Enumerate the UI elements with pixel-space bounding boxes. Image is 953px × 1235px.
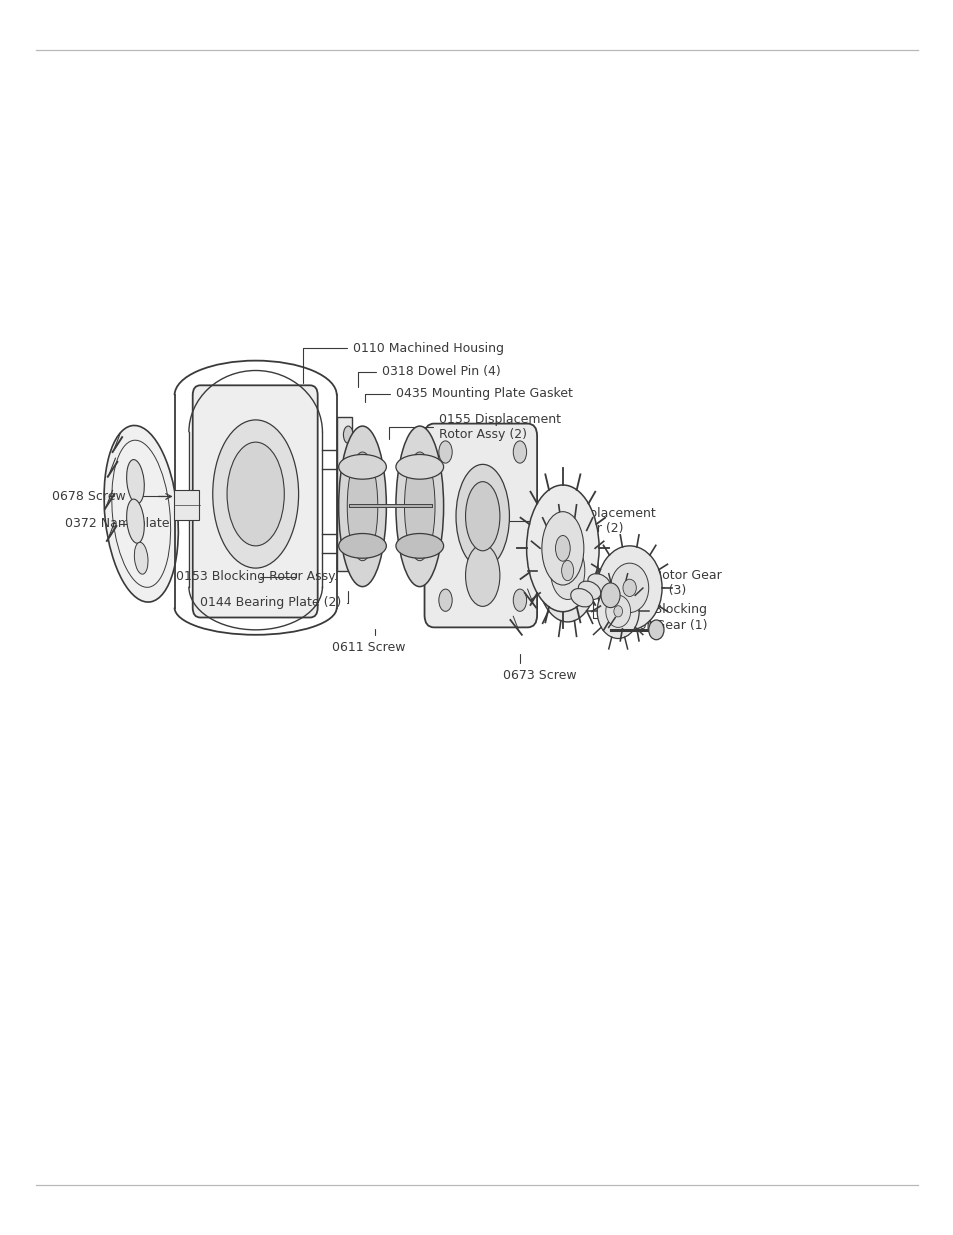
Ellipse shape <box>338 534 386 558</box>
Text: 0318 Dowel Pin (4): 0318 Dowel Pin (4) <box>357 366 499 388</box>
Ellipse shape <box>127 499 144 543</box>
Ellipse shape <box>587 574 610 592</box>
Ellipse shape <box>127 459 144 504</box>
Ellipse shape <box>465 482 499 551</box>
Ellipse shape <box>600 583 619 608</box>
Text: 0110 Machined Housing: 0110 Machined Housing <box>303 342 503 383</box>
Ellipse shape <box>404 452 435 561</box>
Ellipse shape <box>395 426 443 587</box>
Text: 0771 Rotor Gear
Washer (3): 0771 Rotor Gear Washer (3) <box>596 569 721 597</box>
Ellipse shape <box>395 534 443 558</box>
Ellipse shape <box>550 542 584 599</box>
Ellipse shape <box>605 595 630 627</box>
Ellipse shape <box>613 605 622 618</box>
Ellipse shape <box>513 589 526 611</box>
Text: 0611 Screw: 0611 Screw <box>332 629 405 653</box>
Ellipse shape <box>570 589 593 606</box>
FancyBboxPatch shape <box>336 417 352 571</box>
Ellipse shape <box>561 561 573 580</box>
Ellipse shape <box>343 426 353 443</box>
Ellipse shape <box>513 441 526 463</box>
Text: 0163 Displacement
Rotor Gear (2): 0163 Displacement Rotor Gear (2) <box>505 508 656 535</box>
Ellipse shape <box>597 584 639 638</box>
FancyBboxPatch shape <box>424 424 537 627</box>
Text: 0372 Nameplate: 0372 Nameplate <box>65 517 170 530</box>
Ellipse shape <box>338 454 386 479</box>
Text: 0161 Blocking
Rotor Gear (1): 0161 Blocking Rotor Gear (1) <box>593 601 707 631</box>
Text: 0673 Screw: 0673 Screw <box>502 653 576 682</box>
Text: 0144 Bearing Plate (2): 0144 Bearing Plate (2) <box>200 590 348 609</box>
Ellipse shape <box>134 542 148 574</box>
Text: 0155 Displacement
Rotor Assy (2): 0155 Displacement Rotor Assy (2) <box>389 414 560 441</box>
Ellipse shape <box>438 589 452 611</box>
Ellipse shape <box>104 426 178 601</box>
Ellipse shape <box>227 442 284 546</box>
Text: 0153 Blocking Rotor Assy.: 0153 Blocking Rotor Assy. <box>176 571 338 583</box>
Ellipse shape <box>622 579 636 597</box>
Text: 0435 Mounting Plate Gasket: 0435 Mounting Plate Gasket <box>365 388 572 403</box>
Ellipse shape <box>343 537 353 555</box>
Ellipse shape <box>555 536 570 561</box>
Ellipse shape <box>526 485 598 611</box>
Ellipse shape <box>343 463 353 480</box>
Ellipse shape <box>213 420 298 568</box>
Ellipse shape <box>597 546 661 630</box>
Ellipse shape <box>537 519 598 622</box>
Ellipse shape <box>438 441 452 463</box>
FancyBboxPatch shape <box>193 385 317 618</box>
Ellipse shape <box>610 563 648 613</box>
Ellipse shape <box>456 464 509 568</box>
Ellipse shape <box>343 498 353 515</box>
Ellipse shape <box>347 452 377 561</box>
Ellipse shape <box>465 545 499 606</box>
Ellipse shape <box>395 454 443 479</box>
Ellipse shape <box>648 620 663 640</box>
FancyBboxPatch shape <box>173 490 199 520</box>
Ellipse shape <box>541 511 583 585</box>
Ellipse shape <box>578 582 600 599</box>
Ellipse shape <box>338 426 386 587</box>
Text: 0678 Screw: 0678 Screw <box>52 490 164 503</box>
